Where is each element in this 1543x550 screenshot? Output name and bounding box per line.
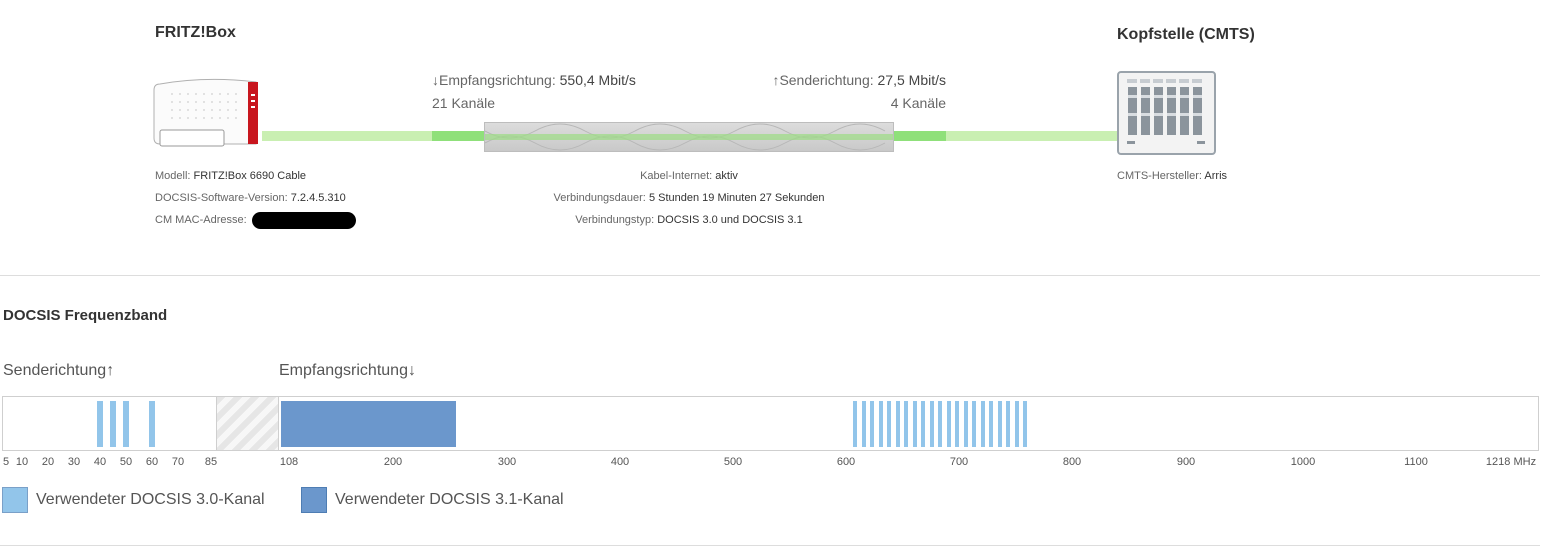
duration-label: Verbindungsdauer:: [553, 192, 646, 204]
tick-label: 500: [723, 456, 743, 468]
connection-duration: Verbindungsdauer: 5 Stunden 19 Minuten 2…: [489, 192, 889, 204]
downstream-channels: 21 Kanäle: [432, 95, 496, 111]
docsis-sw-info: DOCSIS-Software-Version: 7.2.4.5.310: [155, 192, 346, 204]
tick-label: 600: [836, 456, 856, 468]
model-label: Modell:: [155, 170, 191, 182]
tick-label: 50: [119, 456, 133, 468]
downstream-rate: ↓Empfangsrichtung: 550,4 Mbit/s: [432, 72, 636, 88]
cmts-icon: [1117, 71, 1216, 155]
tick-label: 10: [15, 456, 29, 468]
tick-label: 40: [93, 456, 107, 468]
tick-label: 1000: [1290, 456, 1316, 468]
downstream-rate-value: 550,4 Mbit/s: [559, 72, 636, 88]
tick-label: 800: [1062, 456, 1082, 468]
tick-label: 900: [1176, 456, 1196, 468]
legend-docsis30-label: Verwendeter DOCSIS 3.0-Kanal: [36, 491, 265, 508]
tick-label: 20: [41, 456, 55, 468]
type-label: Verbindungstyp:: [575, 214, 655, 226]
upstream-channels: 4 Kanäle: [890, 95, 946, 111]
internet-label: Kabel-Internet:: [640, 170, 713, 182]
fritzbox-title: FRITZ!Box: [155, 24, 236, 41]
internet-status: Kabel-Internet: aktiv: [489, 170, 889, 182]
mac-info: CM MAC-Adresse:: [155, 214, 247, 226]
band-ticks: 5 10 20 30 40 50 60 70 85 108 200 300 400 500 600 700 80…: [0, 456, 1543, 472]
band-downstream-label: Empfangsrichtung↓: [279, 362, 416, 379]
tick-label: 108: [279, 456, 299, 468]
legend-docsis31-label: Verwendeter DOCSIS 3.1-Kanal: [335, 491, 564, 508]
mac-label: CM MAC-Adresse:: [155, 214, 247, 226]
upstream-rate-value: 27,5 Mbit/s: [877, 72, 946, 88]
model-value: FRITZ!Box 6690 Cable: [193, 170, 307, 182]
tick-label: 85: [204, 456, 218, 468]
mac-redaction: [252, 212, 356, 229]
connection-type: Verbindungstyp: DOCSIS 3.0 und DOCSIS 3.…: [489, 214, 889, 226]
upstream-rate: ↑Senderichtung: 27,5 Mbit/s: [760, 72, 946, 88]
cmts-vendor-info: CMTS-Hersteller: Arris: [1117, 170, 1227, 182]
cmts-vendor-label: CMTS-Hersteller:: [1117, 170, 1202, 182]
tick-label: 30: [67, 456, 81, 468]
band-upstream-label: Senderichtung↑: [3, 362, 115, 379]
tick-label: 700: [949, 456, 969, 468]
type-value: DOCSIS 3.0 und DOCSIS 3.1: [657, 214, 803, 226]
bottom-divider: [0, 545, 1540, 546]
legend-docsis30-swatch: [2, 487, 28, 513]
channel-tube: [484, 122, 894, 152]
docsis-sw-value: 7.2.4.5.310: [290, 192, 346, 204]
legend-docsis31-swatch: [301, 487, 327, 513]
tick-label: 5: [2, 456, 10, 468]
tick-label: 300: [497, 456, 517, 468]
cmts-title: Kopfstelle (CMTS): [1117, 26, 1255, 43]
tick-label: 60: [145, 456, 159, 468]
downstream-label: ↓Empfangsrichtung:: [432, 72, 556, 88]
tick-label: 1218 MHz: [1485, 456, 1537, 468]
router-icon: [152, 78, 262, 148]
cable-left: [262, 131, 432, 141]
upstream-label: ↑Senderichtung:: [772, 72, 874, 88]
duration-value: 5 Stunden 19 Minuten 27 Sekunden: [648, 192, 825, 204]
tick-label: 400: [610, 456, 630, 468]
internet-value: aktiv: [715, 170, 738, 182]
section-divider: [0, 275, 1540, 276]
unused-band: [216, 397, 279, 450]
tick-label: 1100: [1404, 456, 1428, 468]
tick-label: 70: [171, 456, 185, 468]
band-title: DOCSIS Frequenzband: [3, 307, 168, 324]
cmts-vendor-value: Arris: [1204, 170, 1228, 182]
docsis-sw-label: DOCSIS-Software-Version:: [155, 192, 288, 204]
tick-label: 200: [383, 456, 403, 468]
cable-right: [946, 131, 1118, 141]
model-info: Modell: FRITZ!Box 6690 Cable: [155, 170, 306, 182]
